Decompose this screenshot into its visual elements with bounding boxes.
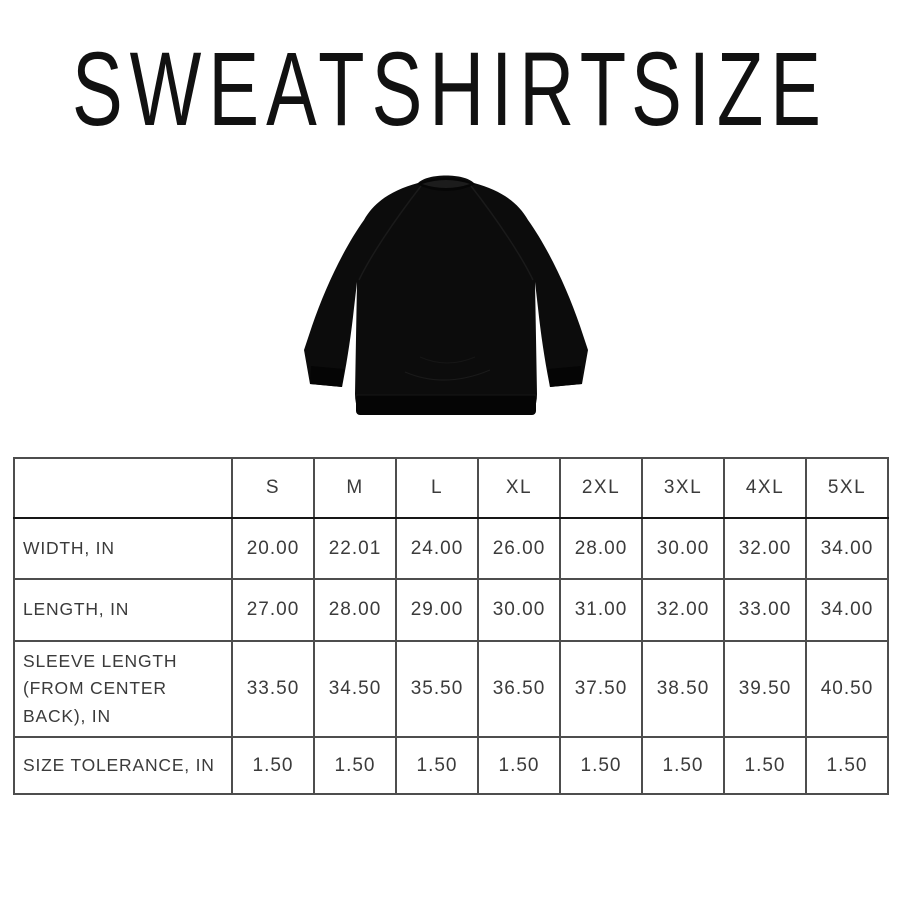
table-row: LENGTH, IN 27.00 28.00 29.00 30.00 31.00 32.00… [13,578,889,642]
table-row: WIDTH, IN 20.00 22.01 24.00 26.00 28.00 30.00 3… [13,517,889,580]
column-header-l: L [395,457,479,519]
size-value-cell: 30.00 [477,578,561,642]
size-value-cell: 27.00 [231,578,315,642]
size-value-cell: 26.00 [477,517,561,580]
size-value-cell: 28.00 [313,578,397,642]
size-value-cell: 1.50 [805,736,889,795]
table-body: WIDTH, IN 20.00 22.01 24.00 26.00 28.00 30.00 3… [13,517,889,795]
size-value-cell: 32.00 [641,578,725,642]
size-value-cell: 28.00 [559,517,643,580]
size-value-cell: 37.50 [559,640,643,738]
size-value-cell: 31.00 [559,578,643,642]
size-value-cell: 1.50 [723,736,807,795]
row-label: SLEEVE LENGTH (FROM CENTER BACK), IN [13,640,233,738]
table-header-row: S M L XL 2XL 3XL 4XL 5XL [13,457,889,519]
size-value-cell: 38.50 [641,640,725,738]
size-value-cell: 34.00 [805,517,889,580]
column-header-xl: XL [477,457,561,519]
column-header-5xl: 5XL [805,457,889,519]
size-value-cell: 1.50 [559,736,643,795]
size-value-cell: 20.00 [231,517,315,580]
size-value-cell: 1.50 [313,736,397,795]
size-value-cell: 1.50 [477,736,561,795]
sweatshirt-image [304,175,588,415]
size-value-cell: 39.50 [723,640,807,738]
size-value-cell: 33.00 [723,578,807,642]
size-value-cell: 22.01 [313,517,397,580]
table-row: SIZE TOLERANCE, IN 1.50 1.50 1.50 1.50 1.50 1.… [13,736,889,795]
corner-cell [13,457,233,519]
table-header: S M L XL 2XL 3XL 4XL 5XL [13,457,889,519]
size-value-cell: 1.50 [231,736,315,795]
page-title: SWEATSHIRT SIZE [71,31,828,149]
size-value-cell: 1.50 [395,736,479,795]
size-value-cell: 1.50 [641,736,725,795]
size-value-cell: 40.50 [805,640,889,738]
size-value-cell: 24.00 [395,517,479,580]
column-header-3xl: 3XL [641,457,725,519]
size-value-cell: 36.50 [477,640,561,738]
column-header-s: S [231,457,315,519]
size-value-cell: 30.00 [641,517,725,580]
size-value-cell: 32.00 [723,517,807,580]
size-value-cell: 34.50 [313,640,397,738]
page-title-wrap: SWEATSHIRT SIZE [0,30,900,148]
row-label: WIDTH, IN [13,517,233,580]
size-value-cell: 35.50 [395,640,479,738]
row-label: SIZE TOLERANCE, IN [13,736,233,795]
size-chart-table: S M L XL 2XL 3XL 4XL 5XL WIDTH, IN 20.00 22.01 24.… [13,457,889,795]
size-value-cell: 29.00 [395,578,479,642]
row-label: LENGTH, IN [13,578,233,642]
size-value-cell: 34.00 [805,578,889,642]
table-row: SLEEVE LENGTH (FROM CENTER BACK), IN 33.5… [13,640,889,738]
size-value-cell: 33.50 [231,640,315,738]
column-header-4xl: 4XL [723,457,807,519]
column-header-2xl: 2XL [559,457,643,519]
column-header-m: M [313,457,397,519]
